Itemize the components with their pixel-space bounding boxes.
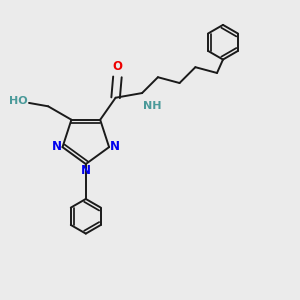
Text: N: N — [81, 164, 91, 177]
Text: NH: NH — [143, 100, 162, 110]
Text: N: N — [110, 140, 120, 153]
Text: O: O — [112, 60, 122, 73]
Text: N: N — [52, 140, 62, 153]
Text: HO: HO — [9, 96, 28, 106]
